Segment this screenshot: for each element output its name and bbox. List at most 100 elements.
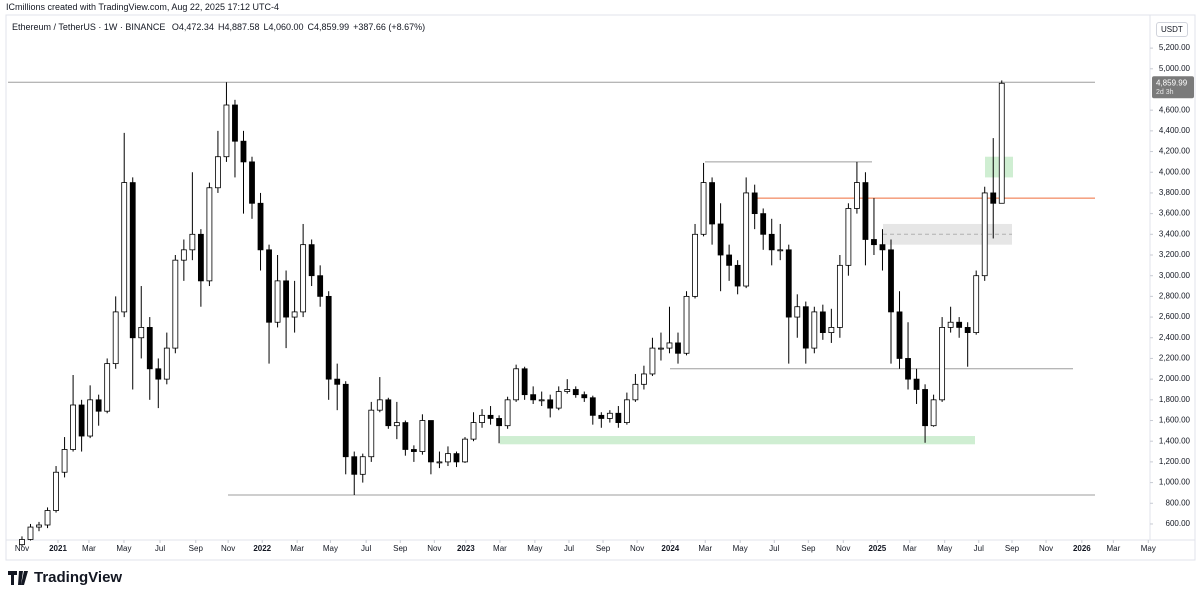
candle-body: [743, 192, 750, 287]
candle-body: [274, 280, 281, 323]
candle-body: [981, 192, 988, 277]
candle-body: [530, 394, 537, 401]
candle-body: [104, 363, 111, 412]
candle-body: [300, 244, 307, 313]
x-tick-label: 2022: [253, 544, 271, 553]
y-tick-label: 4,000.00: [1159, 167, 1191, 176]
x-tick-label: Jul: [974, 544, 984, 553]
x-tick-label: Jul: [769, 544, 779, 553]
candle-body: [768, 233, 775, 251]
candle-body: [905, 358, 911, 380]
candle-body: [666, 342, 673, 349]
candle-body: [163, 347, 170, 380]
candle-body: [555, 391, 562, 409]
x-tick-label: Mar: [493, 544, 507, 553]
candle-body: [922, 389, 928, 427]
candle-body: [964, 327, 971, 333]
x-tick-label: Mar: [82, 544, 96, 553]
x-tick-label: Jul: [155, 544, 165, 553]
chart-frame: [5, 14, 1196, 561]
y-tick-label: 1,000.00: [1159, 478, 1191, 487]
candle-body: [692, 233, 698, 297]
x-tick-label: Mar: [290, 544, 304, 553]
candle-body: [146, 327, 153, 370]
ohlc-value: H4,887.58: [217, 22, 260, 32]
candle-body: [189, 233, 196, 251]
candle-body: [19, 539, 25, 546]
x-tick-label: 2025: [868, 544, 886, 553]
candle-body: [547, 399, 554, 409]
x-tick-label: May: [1141, 544, 1156, 553]
x-tick-label: Nov: [836, 544, 850, 553]
ohlc-value: O4,472.34: [171, 22, 214, 32]
candle-body: [129, 182, 136, 339]
candle-body: [112, 311, 119, 365]
candle-body: [845, 208, 852, 266]
x-tick-label: May: [733, 544, 748, 553]
candle-body: [513, 368, 520, 401]
x-tick-label: Jul: [361, 544, 371, 553]
candle-body: [760, 213, 767, 235]
candle-body: [197, 233, 204, 282]
candle-body: [990, 192, 997, 204]
x-tick-label: Sep: [1005, 544, 1020, 553]
candle-body: [487, 414, 494, 419]
x-tick-label: 2023: [457, 544, 475, 553]
currency-button[interactable]: USDT: [1156, 22, 1188, 37]
candle-body: [734, 264, 741, 287]
candle-body: [351, 456, 358, 475]
zone: [500, 436, 975, 445]
y-tick-label: 2,000.00: [1159, 374, 1191, 383]
ohlc-value: +387.66 (+8.67%): [353, 22, 426, 32]
candle-body: [896, 311, 903, 359]
candle-body: [777, 249, 784, 252]
candle-body: [138, 327, 145, 339]
candle-body: [368, 409, 375, 458]
candle-body: [794, 306, 801, 318]
price-tag: 4,859.99: [1156, 78, 1188, 87]
candle-body: [956, 321, 963, 328]
candle-body: [888, 249, 894, 313]
y-tick-label: 800.00: [1166, 498, 1191, 507]
candle-body: [930, 399, 937, 427]
candle-body: [53, 471, 59, 511]
candle-body: [180, 249, 187, 261]
candle-body: [913, 378, 920, 390]
x-tick-label: Jul: [564, 544, 574, 553]
y-tick-label: 2,600.00: [1159, 312, 1191, 321]
candle-body: [632, 383, 639, 401]
candle-body: [240, 140, 247, 163]
candle-body: [470, 422, 477, 440]
candle-body: [402, 422, 409, 450]
logo-icon: [8, 570, 28, 585]
candle-body: [998, 82, 1005, 204]
candle-body: [836, 264, 843, 328]
y-tick-label: 3,600.00: [1159, 209, 1191, 218]
x-tick-label: Sep: [189, 544, 204, 553]
candle-body: [538, 399, 545, 402]
ohlc-value: C4,859.99: [307, 22, 350, 32]
candle-body: [854, 182, 860, 209]
candle-body: [871, 239, 877, 246]
x-tick-label: Mar: [1106, 544, 1120, 553]
candle-body: [726, 254, 733, 266]
price-tag-bg: [1152, 76, 1194, 99]
x-tick-label: Sep: [596, 544, 611, 553]
candle-body: [155, 368, 162, 380]
x-tick-label: May: [937, 544, 952, 553]
candle-body: [973, 275, 980, 333]
candle-body: [819, 311, 826, 333]
candle-body: [598, 414, 605, 419]
candle-body: [939, 327, 946, 401]
candle-body: [87, 399, 94, 437]
y-tick-label: 5,000.00: [1159, 64, 1191, 73]
x-tick-label: 2021: [49, 544, 67, 553]
candle-body: [572, 389, 579, 396]
candle-body: [521, 368, 528, 396]
symbol: Ethereum / TetherUS · 1W · BINANCE: [12, 22, 166, 32]
candle-body: [496, 418, 502, 427]
candle-body: [658, 347, 664, 350]
candle-body: [717, 223, 724, 256]
credit: ICmillions created with TradingView.com,…: [6, 2, 279, 12]
